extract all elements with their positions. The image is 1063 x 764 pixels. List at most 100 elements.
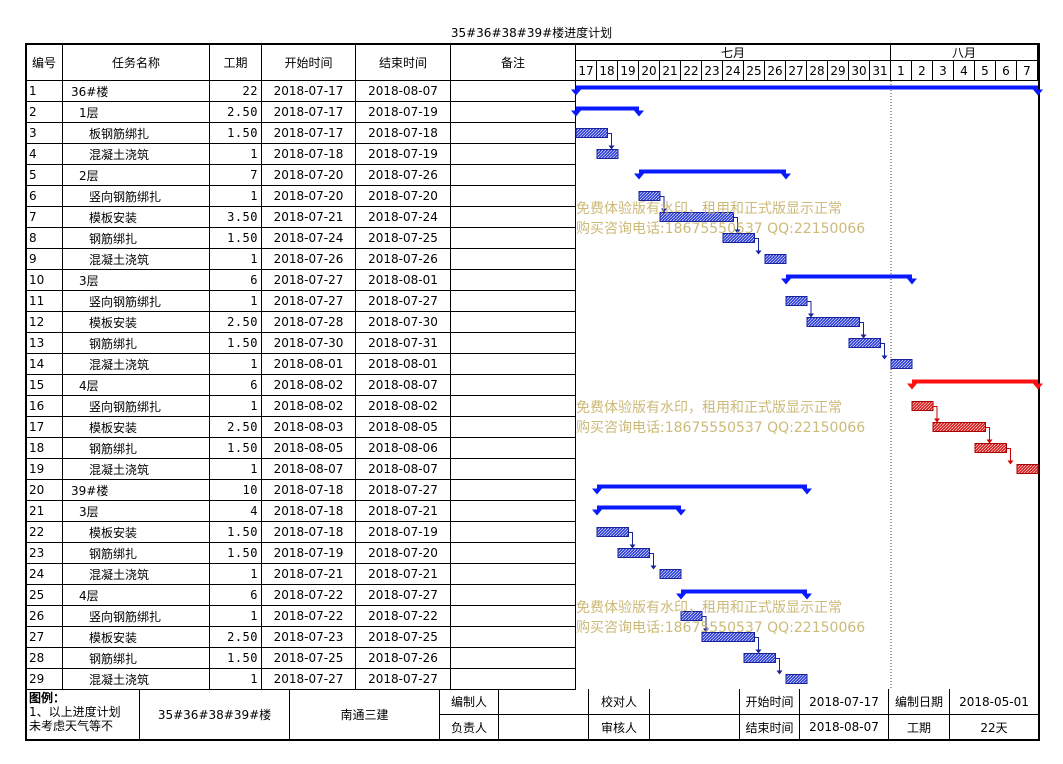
dependency-arrow xyxy=(660,196,665,212)
task-duration-cell: 1.50 xyxy=(210,438,262,459)
task-start-cell: 2018-08-07 xyxy=(262,459,356,480)
summary-bar xyxy=(786,274,912,279)
task-end-cell: 2018-07-27 xyxy=(356,291,451,312)
task-id-cell: 10 xyxy=(26,270,63,291)
task-duration-cell: 1 xyxy=(210,564,262,585)
day-header-cell: 27 xyxy=(786,61,807,81)
task-id-cell: 12 xyxy=(26,312,63,333)
dependency-arrowhead xyxy=(703,628,709,633)
task-note-cell xyxy=(451,228,576,249)
task-id-cell: 18 xyxy=(26,438,63,459)
task-start-cell: 2018-07-18 xyxy=(262,501,356,522)
task-name-cell: 模板安装 xyxy=(63,522,210,543)
task-name-cell: 钢筋绑扎 xyxy=(63,228,210,249)
task-note-cell xyxy=(451,144,576,165)
day-header-cell: 18 xyxy=(597,61,618,81)
summary-bar-end-marker xyxy=(802,593,812,600)
task-end-cell: 2018-07-27 xyxy=(356,585,451,606)
dependency-arrowhead xyxy=(986,439,993,444)
task-name-cell: 混凝土浇筑 xyxy=(63,459,210,480)
task-note-cell xyxy=(451,480,576,501)
task-end-cell: 2018-07-19 xyxy=(356,522,451,543)
task-note-cell xyxy=(451,669,576,690)
responsible-label: 负责人 xyxy=(440,715,499,740)
summary-bar-end-marker xyxy=(676,509,686,516)
task-duration-cell: 1 xyxy=(210,606,262,627)
dependency-arrow xyxy=(733,217,738,233)
task-end-cell: 2018-07-27 xyxy=(356,669,451,690)
footer-company: 南通三建 xyxy=(290,689,440,740)
task-note-cell xyxy=(451,606,576,627)
dependency-arrowhead xyxy=(1007,460,1014,465)
task-duration-cell: 2.50 xyxy=(210,417,262,438)
task-name-cell: 1层 xyxy=(63,102,210,123)
task-end-cell: 2018-07-22 xyxy=(356,606,451,627)
day-header-cell: 24 xyxy=(723,61,744,81)
task-duration-cell: 1 xyxy=(210,354,262,375)
task-start-cell: 2018-07-22 xyxy=(262,606,356,627)
summary-bar-end-marker xyxy=(571,110,581,117)
task-start-cell: 2018-07-26 xyxy=(262,249,356,270)
task-bar xyxy=(785,674,808,684)
dependency-arrow xyxy=(775,658,780,674)
checked-by-value[interactable] xyxy=(650,689,740,715)
task-note-cell xyxy=(451,438,576,459)
day-header-cell: 22 xyxy=(681,61,702,81)
task-note-cell xyxy=(451,417,576,438)
month-august: 八月 xyxy=(891,44,1038,61)
task-bar xyxy=(890,359,913,369)
task-duration-cell: 1 xyxy=(210,186,262,207)
dependency-arrowhead xyxy=(608,145,615,150)
header-note: 备注 xyxy=(451,44,576,81)
reviewer-value[interactable] xyxy=(650,715,740,740)
task-id-cell: 13 xyxy=(26,333,63,354)
task-duration-cell: 1 xyxy=(210,459,262,480)
task-start-cell: 2018-07-17 xyxy=(262,102,356,123)
task-bar xyxy=(911,401,934,411)
day-header-cell: 29 xyxy=(828,61,849,81)
task-end-cell: 2018-07-21 xyxy=(356,564,451,585)
task-name-cell: 4层 xyxy=(63,375,210,396)
dependency-arrow xyxy=(985,427,990,443)
summary-bar-end-marker xyxy=(634,110,644,117)
responsible-value[interactable] xyxy=(499,715,589,740)
task-end-cell: 2018-07-30 xyxy=(356,312,451,333)
dependency-arrow xyxy=(807,301,812,317)
task-note-cell xyxy=(451,249,576,270)
task-id-cell: 3 xyxy=(26,123,63,144)
task-duration-cell: 1.50 xyxy=(210,648,262,669)
task-end-cell: 2018-08-02 xyxy=(356,396,451,417)
task-id-cell: 19 xyxy=(26,459,63,480)
legend-note-2: 未考虑天气等不 xyxy=(29,719,114,733)
task-bar xyxy=(1016,464,1039,474)
dependency-arrow xyxy=(859,322,864,338)
summary-bar-end-marker xyxy=(634,173,644,180)
task-id-cell: 15 xyxy=(26,375,63,396)
summary-bar-end-marker xyxy=(781,278,791,285)
task-note-cell xyxy=(451,186,576,207)
task-note-cell xyxy=(451,375,576,396)
task-id-cell: 16 xyxy=(26,396,63,417)
task-duration-cell: 7 xyxy=(210,165,262,186)
task-end-cell: 2018-07-21 xyxy=(356,501,451,522)
task-bar xyxy=(659,212,734,222)
header-end: 结束时间 xyxy=(356,44,451,81)
legend-cell: 图例： 1、以上进度计划 未考虑天气等不 xyxy=(26,689,140,740)
task-end-cell: 2018-07-19 xyxy=(356,102,451,123)
task-start-cell: 2018-08-05 xyxy=(262,438,356,459)
prepared-by-value[interactable] xyxy=(499,689,589,715)
task-id-cell: 20 xyxy=(26,480,63,501)
summary-bar-end-marker xyxy=(907,278,917,285)
task-end-cell: 2018-08-01 xyxy=(356,270,451,291)
task-note-cell xyxy=(451,648,576,669)
task-id-cell: 6 xyxy=(26,186,63,207)
day-header-cell: 31 xyxy=(870,61,891,81)
task-start-cell: 2018-07-28 xyxy=(262,312,356,333)
task-end-cell: 2018-07-27 xyxy=(356,480,451,501)
task-name-cell: 混凝土浇筑 xyxy=(63,354,210,375)
dependency-arrowhead xyxy=(650,565,657,570)
footer-project: 35#36#38#39#楼 xyxy=(140,689,290,740)
task-bar xyxy=(722,233,755,243)
task-duration-cell: 6 xyxy=(210,270,262,291)
task-name-cell: 2层 xyxy=(63,165,210,186)
